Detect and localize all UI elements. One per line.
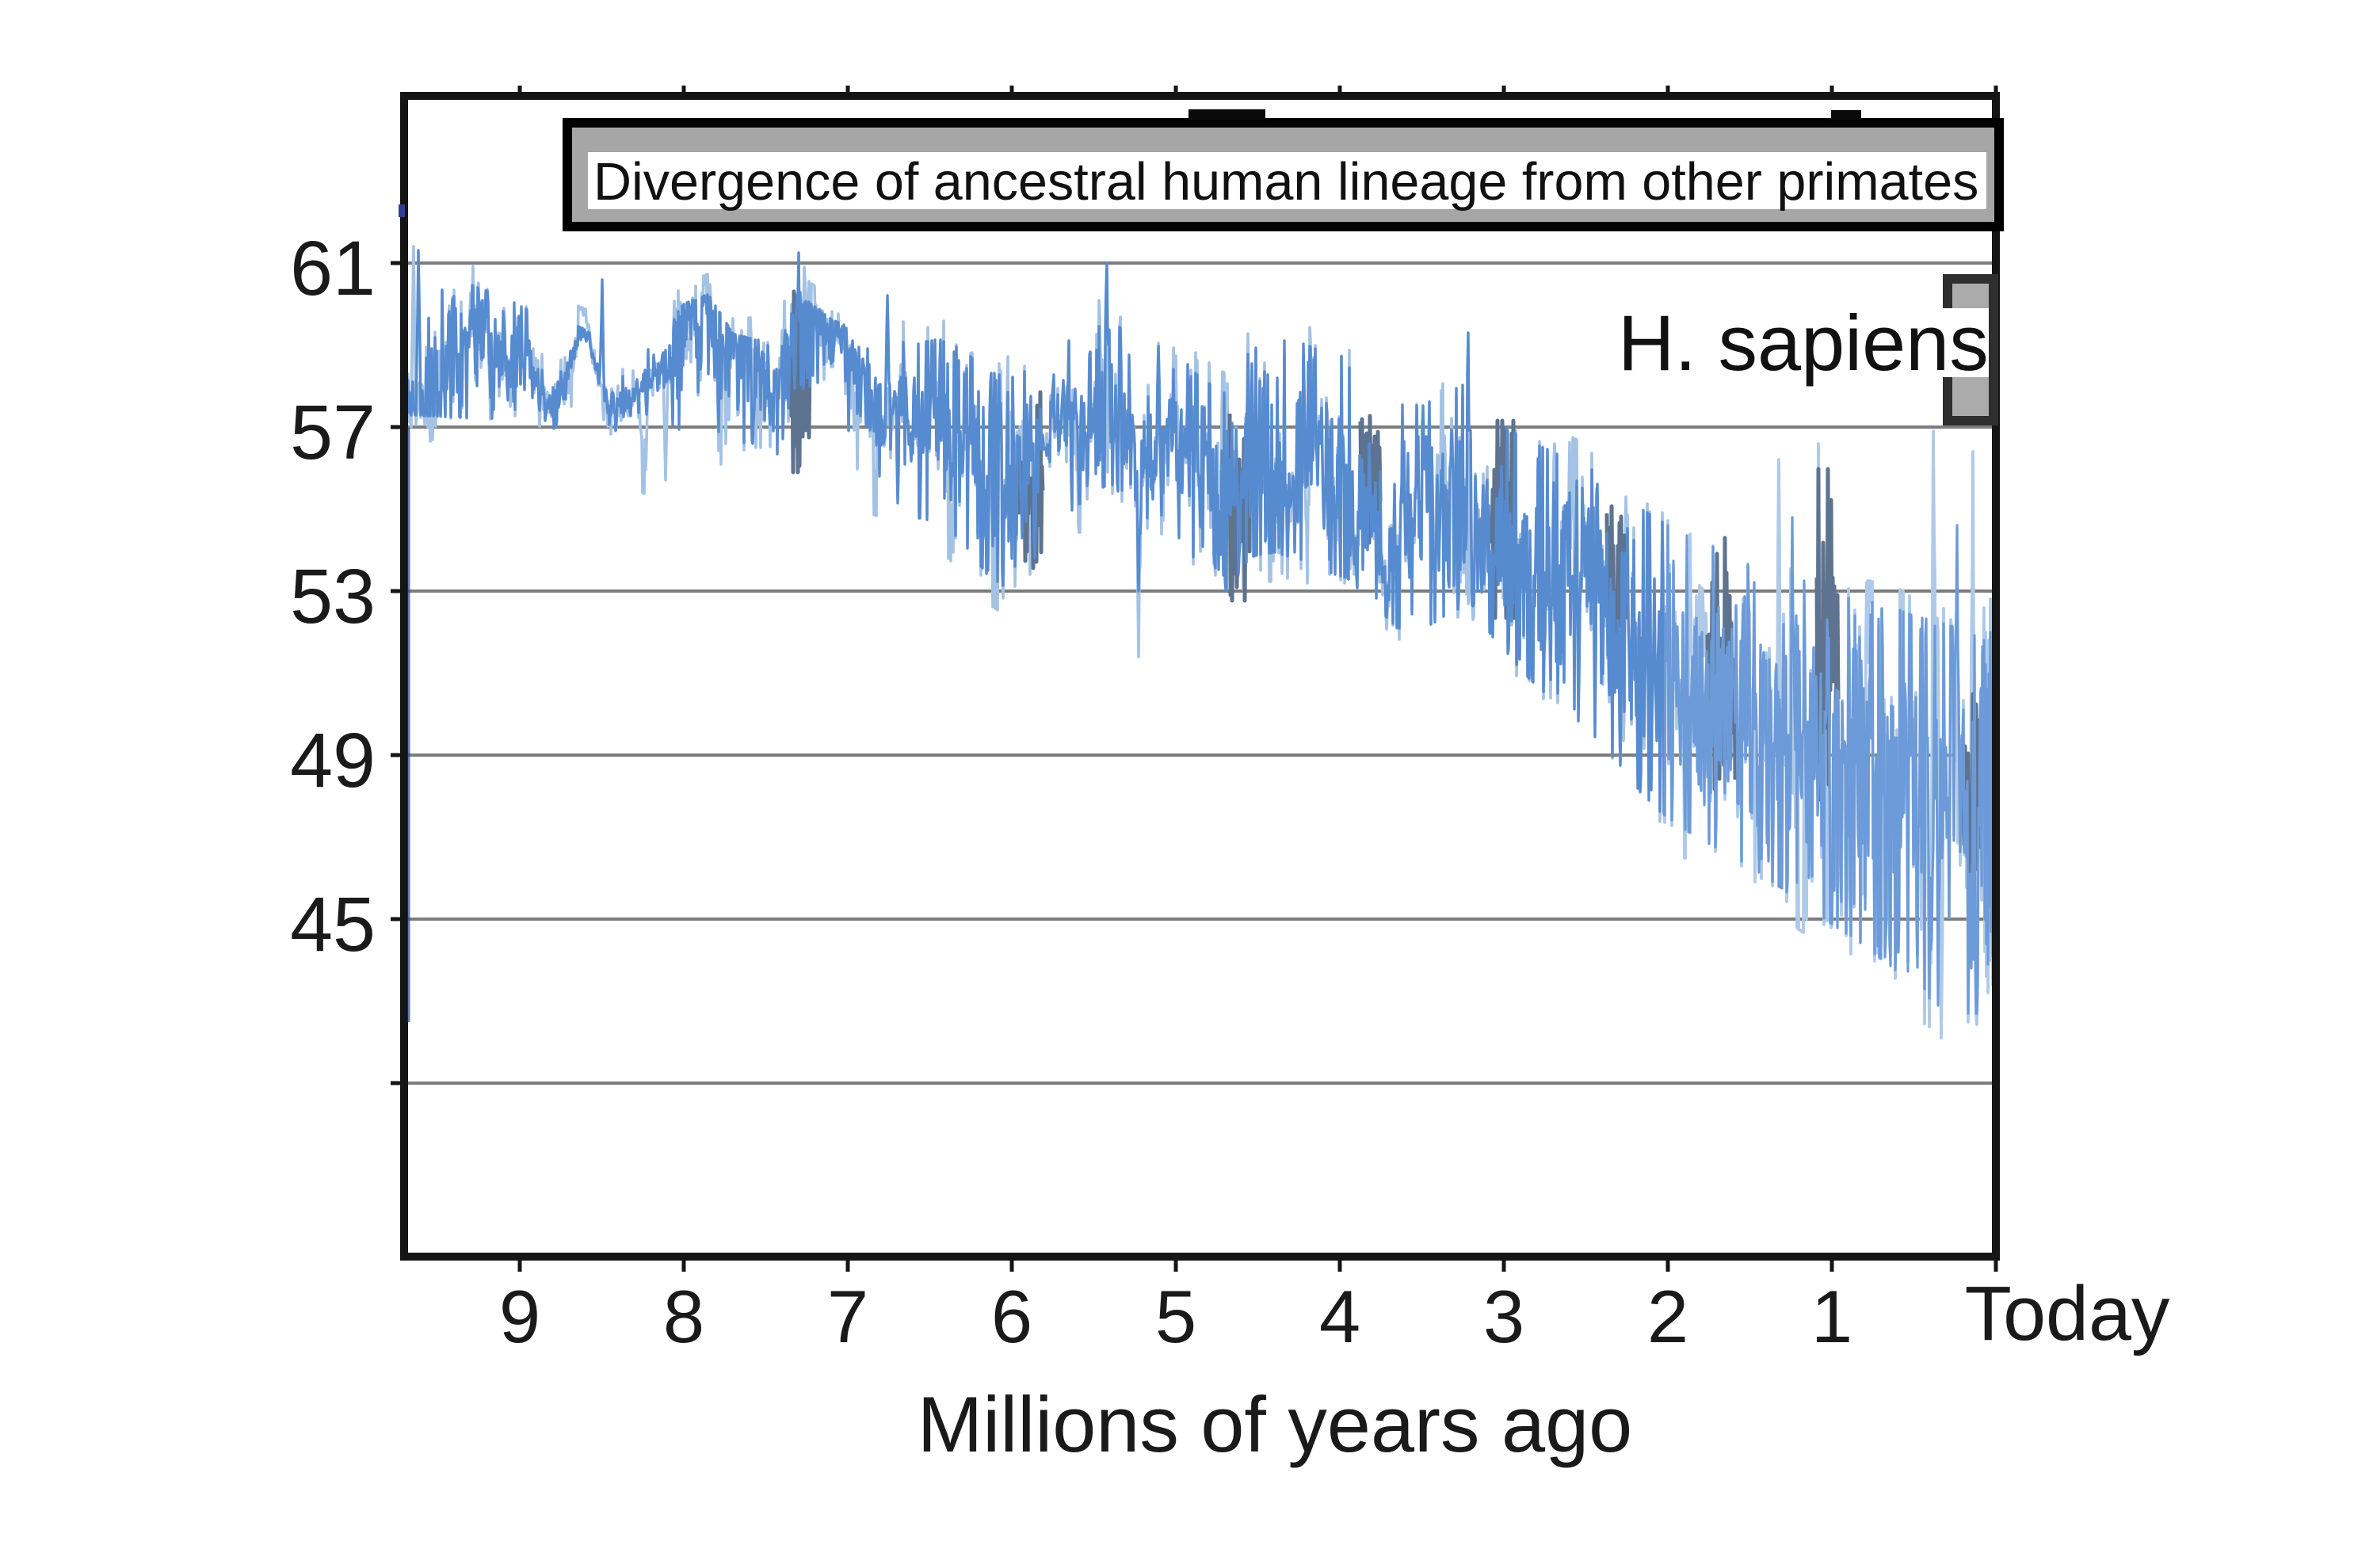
svg-text:9: 9 <box>499 1275 540 1358</box>
svg-text:6: 6 <box>991 1275 1032 1358</box>
svg-text:49: 49 <box>290 717 376 803</box>
svg-text:3: 3 <box>1483 1275 1524 1358</box>
svg-text:Millions of years ago: Millions of years ago <box>918 1380 1632 1468</box>
svg-text:4: 4 <box>1319 1275 1360 1358</box>
svg-text:Today: Today <box>1965 1270 2170 1356</box>
svg-text:H. sapiens: H. sapiens <box>1618 299 1989 387</box>
svg-text:53: 53 <box>290 553 376 639</box>
svg-text:61: 61 <box>290 225 376 311</box>
svg-text:Divergence of ancestral human: Divergence of ancestral human lineage fr… <box>593 153 1978 212</box>
svg-text:5: 5 <box>1155 1275 1196 1358</box>
svg-text:2: 2 <box>1647 1275 1688 1358</box>
svg-text:45: 45 <box>290 881 376 967</box>
svg-text:1: 1 <box>1811 1275 1852 1358</box>
svg-text:8: 8 <box>663 1275 704 1358</box>
svg-text:7: 7 <box>827 1275 868 1358</box>
svg-text:57: 57 <box>290 389 376 475</box>
